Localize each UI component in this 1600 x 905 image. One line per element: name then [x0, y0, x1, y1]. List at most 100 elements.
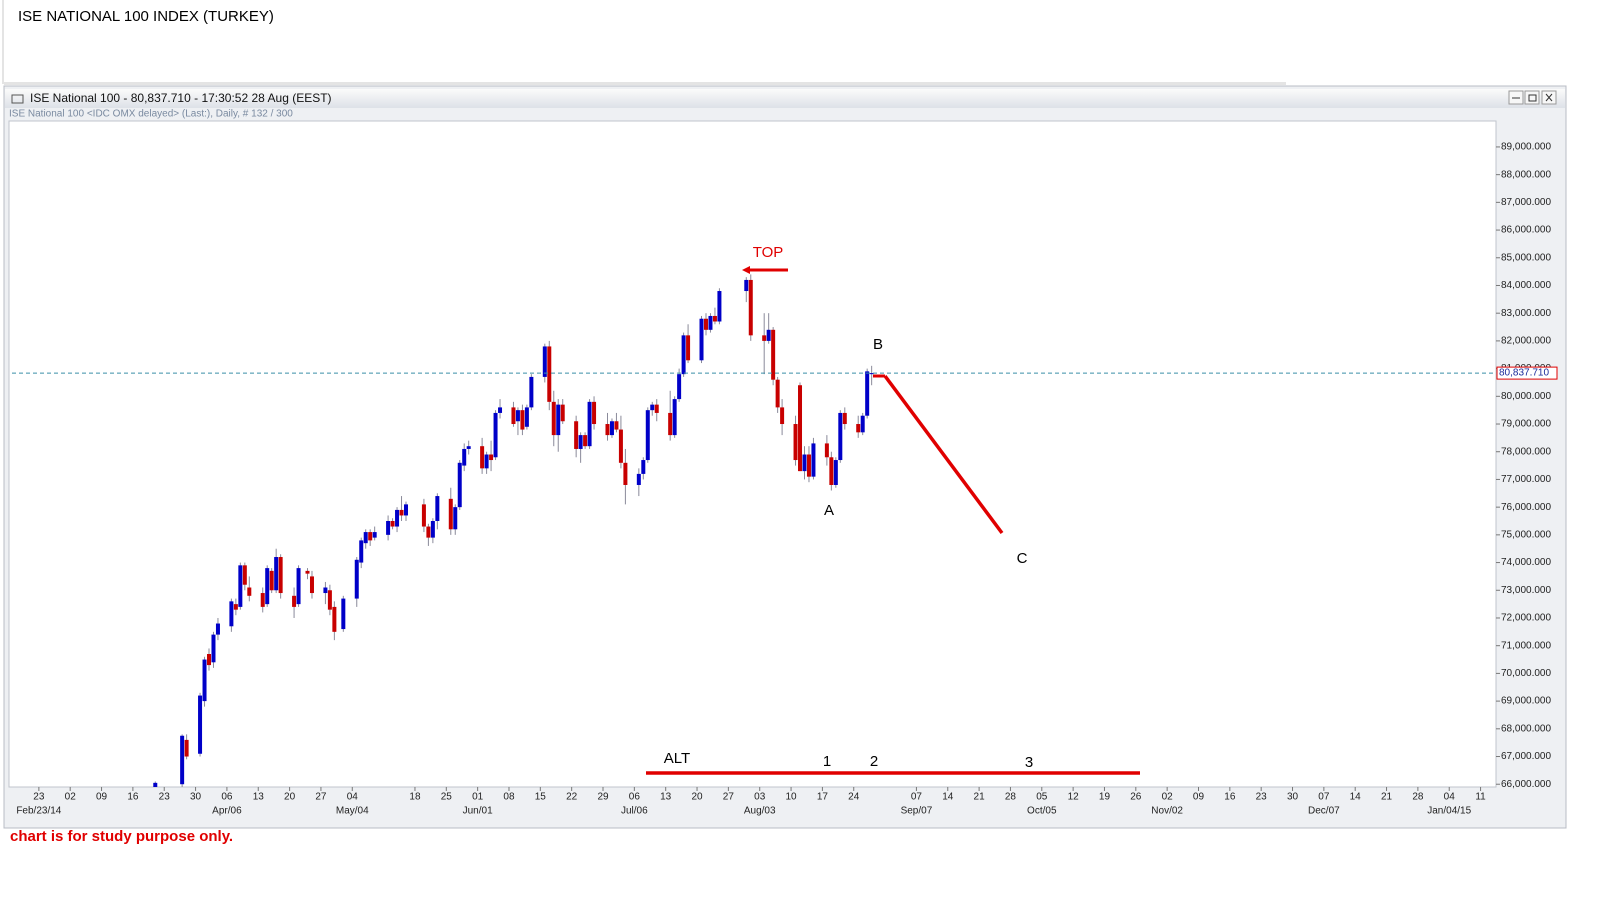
window-controls[interactable] [1508, 90, 1557, 105]
x-tick-label: 01 [472, 792, 484, 803]
y-tick-label: 89,000.000 [1501, 142, 1551, 153]
candle-body [404, 504, 409, 516]
candle-body [515, 410, 520, 422]
candle-body [229, 601, 234, 627]
candle-body [708, 315, 713, 330]
x-tick-label: 28 [1412, 792, 1424, 803]
y-tick-label: 76,000.000 [1501, 502, 1551, 513]
y-tick-label: 67,000.000 [1501, 751, 1551, 762]
x-tick-label: 23 [159, 792, 171, 803]
window-title: ISE National 100 - 80,837.710 - 17:30:52… [30, 91, 332, 105]
x-month-label: Jun/01 [463, 806, 493, 817]
x-tick-label: 27 [315, 792, 327, 803]
restore-icon [1528, 94, 1537, 102]
x-tick-label: 25 [441, 792, 453, 803]
x-tick-label: 20 [284, 792, 296, 803]
candle-body [869, 373, 874, 375]
candle-body [547, 346, 552, 402]
candle-body [211, 634, 216, 663]
x-month-label: Oct/05 [1027, 806, 1057, 817]
x-tick-label: 28 [1005, 792, 1017, 803]
y-tick-label: 77,000.000 [1501, 474, 1551, 485]
footnote: chart is for study purpose only. [10, 828, 233, 845]
candle-body [466, 446, 471, 449]
last-price-label: 80,837.710 [1499, 368, 1549, 379]
x-tick-label: 30 [1287, 792, 1299, 803]
x-tick-label: 13 [253, 792, 265, 803]
x-tick-label: 07 [911, 792, 923, 803]
candle-body [703, 318, 708, 330]
x-month-label: Jul/06 [621, 806, 648, 817]
candle-body [529, 376, 534, 408]
candle-body [686, 335, 691, 361]
candle-body [202, 659, 207, 702]
candle-body [860, 415, 865, 433]
candle-body [542, 346, 547, 377]
candle-body [184, 739, 189, 757]
wave-label: B [873, 336, 883, 353]
scroll-strip [4, 82, 1286, 85]
candle-body [520, 410, 525, 430]
candle-body [672, 399, 677, 436]
candle-body [323, 587, 328, 594]
candle-body [824, 443, 829, 458]
candle-body [681, 335, 686, 375]
x-tick-label: 23 [1256, 792, 1268, 803]
x-tick-label: 06 [221, 792, 233, 803]
x-tick-label: 22 [566, 792, 578, 803]
candle-body [462, 448, 467, 466]
x-tick-label: 21 [974, 792, 986, 803]
candle-body [309, 576, 314, 594]
candle-body [842, 412, 847, 425]
x-month-label: Apr/06 [212, 806, 242, 817]
wave-label: 2 [870, 753, 878, 770]
candle-body [448, 498, 453, 530]
candle-body [269, 570, 274, 591]
y-tick-label: 71,000.000 [1501, 640, 1551, 651]
x-month-label: Feb/23/14 [16, 806, 61, 817]
candle-body [865, 371, 870, 416]
candle-body [435, 496, 440, 521]
wave-label: 1 [823, 753, 831, 770]
candle-body [712, 315, 717, 322]
candle-body [771, 329, 776, 380]
candle-body [574, 421, 579, 449]
x-month-label: Nov/02 [1151, 806, 1183, 817]
x-tick-label: 05 [1036, 792, 1048, 803]
y-tick-label: 83,000.000 [1501, 308, 1551, 319]
candle-body [242, 565, 247, 585]
restore-button[interactable] [1524, 90, 1540, 105]
y-tick-label: 75,000.000 [1501, 529, 1551, 540]
candle-body [395, 509, 400, 527]
x-tick-label: 29 [597, 792, 609, 803]
wave-label: ALT [664, 750, 690, 767]
candle-body [654, 404, 659, 413]
candle-body [180, 735, 185, 785]
candle-body [762, 335, 767, 341]
candle-body [493, 412, 498, 458]
candle-body [650, 404, 655, 411]
candle-body [766, 329, 771, 341]
candle-body [247, 587, 252, 596]
x-tick-label: 08 [503, 792, 515, 803]
x-tick-label: 09 [1193, 792, 1205, 803]
candle-body [609, 421, 614, 436]
annotations [646, 266, 1140, 775]
x-tick-label: 26 [1130, 792, 1142, 803]
candle-body [605, 424, 610, 436]
x-month-label: Aug/03 [744, 806, 776, 817]
candle-body [292, 595, 297, 607]
candle-body [744, 279, 749, 292]
y-tick-label: 84,000.000 [1501, 280, 1551, 291]
candle-body [274, 557, 279, 591]
candle-body [645, 410, 650, 461]
top-arrow [742, 266, 750, 274]
candle-body [811, 443, 816, 477]
window-icon [11, 94, 24, 104]
candle-body [551, 401, 556, 436]
candle-body [780, 407, 785, 425]
candle-body [238, 565, 243, 607]
candle-body [484, 454, 489, 469]
x-tick-label: 12 [1068, 792, 1080, 803]
x-tick-label: 11 [1475, 792, 1486, 803]
